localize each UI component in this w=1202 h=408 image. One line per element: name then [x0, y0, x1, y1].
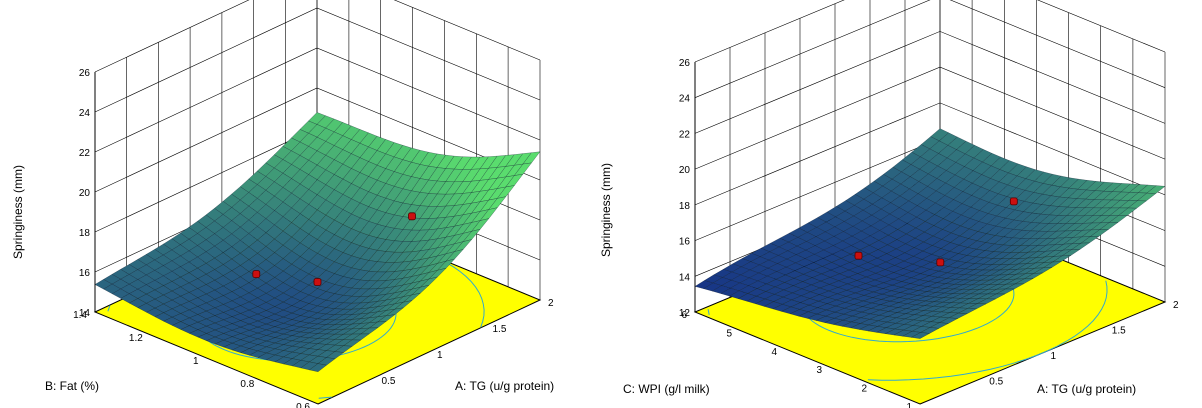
chart1-z-gridline: [94, 0, 541, 73]
surface-plot-fat: Springiness (mm) A: TG (u/g protein) B: …: [11, 0, 554, 408]
chart2-z-tick-label: 20: [679, 165, 691, 176]
chart2-surface-patch: [910, 332, 930, 339]
chart2-y-axis-label: C: WPI (g/l milk): [623, 382, 710, 396]
chart2-x-tick-label: 2: [1173, 300, 1179, 311]
chart2-y-tick-label: 5: [726, 328, 732, 339]
chart2-y-tick-label: 3: [816, 365, 822, 376]
chart2-design-point-0: [854, 251, 863, 260]
chart2-x-tick-label: 1: [1051, 351, 1057, 362]
chart1-design-point-2: [408, 212, 416, 221]
chart1-y-tick-label: 0.6: [296, 402, 310, 408]
chart1-z-gridline: [94, 7, 541, 113]
chart1-y-tick-label: 1.4: [73, 310, 87, 321]
surface-plot-wpi: Springiness (mm) A: TG (u/g protein) C: …: [600, 0, 1179, 408]
chart1-contour-line: [318, 396, 332, 399]
chart1-z-tick-label: 22: [79, 148, 91, 159]
chart1-x-axis-label: A: TG (u/g protein): [455, 379, 554, 393]
chart1-design-point-1: [313, 278, 322, 286]
chart1-x-tick-label: 0.5: [382, 376, 396, 387]
chart1-x-tick-label: 1: [437, 350, 443, 361]
chart2-plot-area: [693, 0, 1167, 405]
chart2-x-tick-label: 0.5: [989, 377, 1003, 388]
chart2-contour-line: [707, 309, 710, 315]
chart2-z-gridline: [694, 31, 1166, 134]
chart2-y-tick-label: 2: [861, 384, 867, 395]
chart1-z-tick-label: 18: [79, 228, 91, 239]
chart1-response-surface: [94, 112, 541, 372]
chart2-contour-line: [867, 280, 1108, 381]
chart1-design-point-0: [252, 270, 261, 279]
chart1-z-tick-label: 26: [79, 68, 91, 79]
chart1-plot-area: [93, 0, 542, 405]
chart1-z-tick-label: 24: [79, 108, 91, 119]
chart2-z-tick-label: 26: [679, 58, 691, 69]
chart1-contour-line: [107, 305, 111, 312]
chart1-x-tick-label: 1.5: [493, 324, 507, 335]
chart1-z-tick-label: 20: [79, 188, 91, 199]
chart2-z-tick-label: 24: [679, 94, 691, 105]
chart2-z-tick-label: 12: [679, 308, 691, 319]
chart2-x-tick-label: 1.5: [1112, 326, 1126, 337]
chart2-z-gridline: [694, 0, 1166, 98]
chart2-response-surface: [694, 128, 1166, 339]
chart2-z-tick-label: 16: [679, 237, 691, 248]
chart2-x-axis-label: A: TG (u/g protein): [1037, 382, 1136, 396]
chart2-z-tick-label: 18: [679, 201, 691, 212]
chart2-z-axis-label: Springiness (mm): [600, 163, 613, 257]
chart1-y-tick-label: 1.2: [129, 333, 143, 344]
chart1-z-axis-label: Springiness (mm): [11, 165, 25, 259]
chart1-y-tick-label: 0.8: [240, 379, 254, 390]
chart2-z-gridline: [694, 0, 1166, 63]
chart2-y-tick-label: 6: [681, 310, 687, 321]
chart2-design-point-1: [936, 258, 945, 267]
chart1-ticks: 14 16 18 20 22 24 26 0.5 1 1.5 2 0.6 0.8 1 1.2 1.4: [73, 68, 554, 408]
chart1-x-tick-label: 2: [548, 298, 554, 309]
chart2-z-tick-label: 14: [679, 272, 691, 283]
chart1-y-axis-label: B: Fat (%): [45, 379, 99, 393]
chart2-y-tick-label: 4: [771, 347, 777, 358]
chart2-y-tick-label: 1: [906, 402, 912, 408]
chart1-z-tick-label: 16: [79, 268, 91, 279]
chart1-surface-patch: [309, 363, 327, 372]
chart2-z-tick-label: 22: [679, 129, 691, 140]
chart1-y-tick-label: 1: [193, 356, 199, 367]
chart2-design-point-2: [1009, 197, 1018, 206]
chart1-z-tick-label: 14: [79, 308, 91, 319]
